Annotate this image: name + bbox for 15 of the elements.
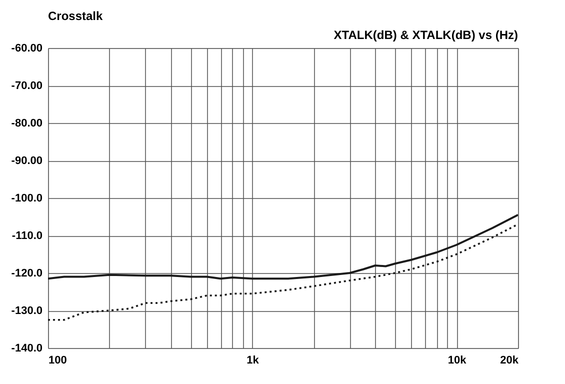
x-tick-label: 20k: [500, 354, 520, 366]
x-tick-label: 100: [48, 354, 67, 366]
y-tick-label: -110.0: [12, 230, 42, 242]
y-tick-label: -130.0: [11, 305, 42, 317]
y-tick-label: -100.0: [11, 192, 42, 204]
y-tick-label: -120.0: [11, 268, 42, 280]
y-tick-label: -60.00: [11, 42, 42, 54]
x-tick-label: 10k: [448, 354, 468, 366]
y-tick-label: -140.0: [11, 342, 42, 354]
x-tick-label: 1k: [246, 354, 260, 366]
y-tick-label: -90.00: [11, 155, 42, 167]
y-tick-label: -70.00: [11, 80, 42, 92]
chart-title: Crosstalk: [48, 9, 104, 23]
text: XTALK(dB) & XTALK(dB) vs (Hz): [334, 28, 518, 42]
y-tick-label: -80.00: [11, 118, 42, 130]
